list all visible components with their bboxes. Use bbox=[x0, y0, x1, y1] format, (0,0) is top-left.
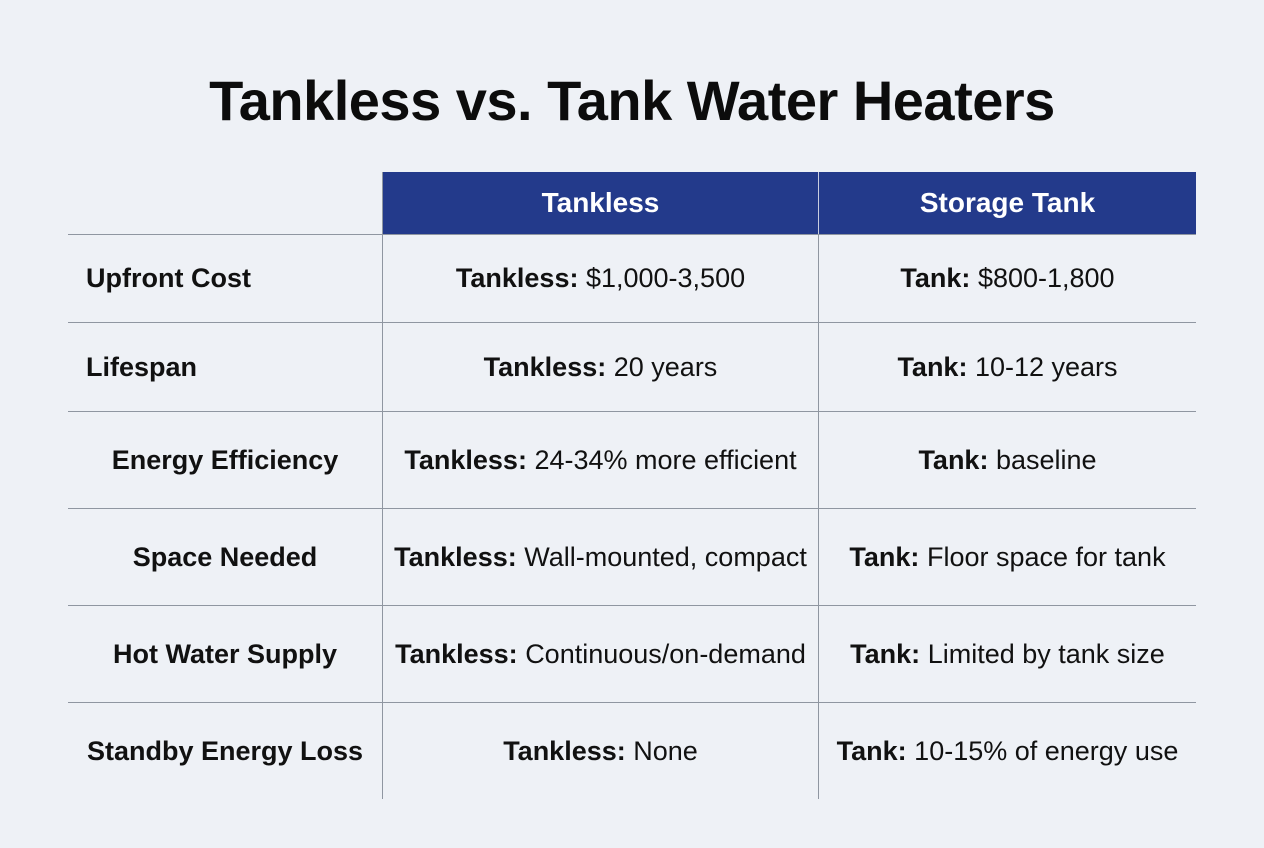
row-label-upfront-cost: Upfront Cost bbox=[86, 263, 251, 293]
tank-prefix: Tank: bbox=[836, 735, 907, 766]
tank-cell: Tank: 10-15% of energy use bbox=[818, 703, 1196, 799]
table-header-row: Tankless Storage Tank bbox=[68, 172, 1196, 235]
row-label-hot-water-supply: Hot Water Supply bbox=[112, 638, 337, 669]
tankless-cell: Tankless: None bbox=[382, 703, 818, 799]
tankless-prefix: Tankless: bbox=[395, 638, 518, 669]
tankless-value: Continuous/on-demand bbox=[525, 638, 806, 669]
tankless-prefix: Tankless: bbox=[404, 444, 527, 475]
header-empty-cell bbox=[68, 172, 382, 234]
tankless-value: None bbox=[633, 735, 698, 766]
tankless-cell: Tankless: Wall-mounted, compact bbox=[382, 509, 818, 605]
tankless-cell: Tankless: 20 years bbox=[382, 323, 818, 411]
page-title: Tankless vs. Tank Water Heaters bbox=[209, 69, 1055, 132]
tank-cell: Tank: Limited by tank size bbox=[818, 606, 1196, 702]
comparison-table: Tankless Storage Tank Upfront Cost Tankl… bbox=[68, 172, 1196, 799]
tank-prefix: Tank: bbox=[918, 444, 989, 475]
tankless-prefix: Tankless: bbox=[483, 351, 607, 382]
tankless-value: 24-34% more efficient bbox=[534, 444, 797, 475]
tankless-cell: Tankless: 24-34% more efficient bbox=[382, 412, 818, 508]
table-row: Space Needed Tankless: Wall-mounted, com… bbox=[68, 509, 1196, 606]
tankless-prefix: Tankless: bbox=[503, 735, 626, 766]
tank-value: baseline bbox=[995, 444, 1097, 475]
table-row: Hot Water Supply Tankless: Continuous/on… bbox=[68, 606, 1196, 703]
header-storage-tank: Storage Tank bbox=[818, 172, 1196, 234]
tank-value: 10-15% of energy use bbox=[914, 735, 1179, 766]
tank-value: Limited by tank size bbox=[927, 638, 1165, 669]
tankless-value: $1,000-3,500 bbox=[585, 263, 746, 293]
tank-value: $800-1,800 bbox=[977, 263, 1115, 293]
tank-prefix: Tank: bbox=[900, 263, 971, 293]
tankless-value: 20 years bbox=[613, 351, 718, 382]
row-label-space-needed: Space Needed bbox=[132, 541, 318, 572]
row-label-standby-energy-loss: Standby Energy Loss bbox=[86, 735, 364, 766]
table-row: Standby Energy Loss Tankless: None Tank:… bbox=[68, 703, 1196, 799]
tankless-cell: Tankless: Continuous/on-demand bbox=[382, 606, 818, 702]
header-tankless: Tankless bbox=[382, 172, 818, 234]
tankless-prefix: Tankless: bbox=[394, 541, 517, 572]
table-row: Lifespan Tankless: 20 years Tank: 10-12 … bbox=[68, 323, 1196, 412]
row-label-lifespan: Lifespan bbox=[86, 351, 198, 382]
tank-cell: Tank: $800-1,800 bbox=[818, 235, 1196, 322]
row-label-energy-efficiency: Energy Efficiency bbox=[111, 444, 339, 475]
tank-prefix: Tank: bbox=[850, 638, 921, 669]
tank-cell: Tank: baseline bbox=[818, 412, 1196, 508]
tankless-prefix: Tankless: bbox=[455, 263, 579, 293]
table-row: Energy Efficiency Tankless: 24-34% more … bbox=[68, 412, 1196, 509]
tankless-value: Wall-mounted, compact bbox=[524, 541, 807, 572]
table-row: Upfront Cost Tankless: $1,000-3,500 Tank… bbox=[68, 235, 1196, 323]
tank-cell: Tank: 10-12 years bbox=[818, 323, 1196, 411]
tank-prefix: Tank: bbox=[897, 351, 968, 382]
tankless-cell: Tankless: $1,000-3,500 bbox=[382, 235, 818, 322]
tank-value: Floor space for tank bbox=[926, 541, 1166, 572]
tank-value: 10-12 years bbox=[974, 351, 1118, 382]
tank-cell: Tank: Floor space for tank bbox=[818, 509, 1196, 605]
tank-prefix: Tank: bbox=[849, 541, 920, 572]
